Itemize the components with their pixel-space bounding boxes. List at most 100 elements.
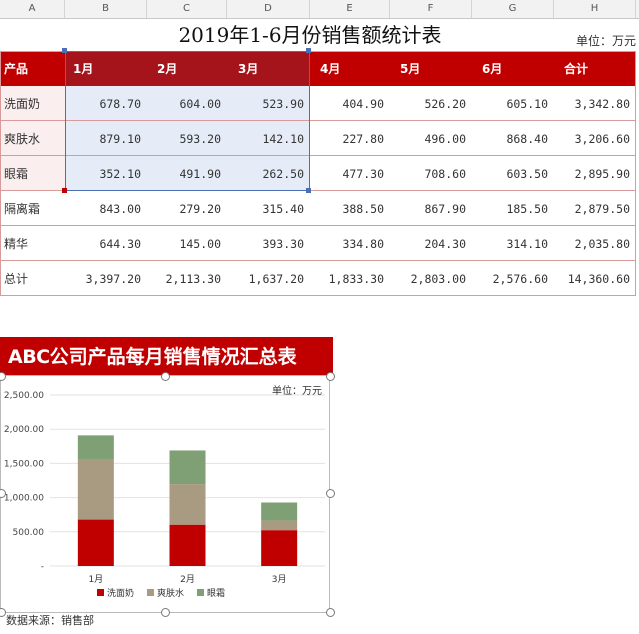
table-cell[interactable]: 2,879.50 xyxy=(574,201,630,216)
table-cell[interactable]: 145.00 xyxy=(179,236,221,251)
row-divider xyxy=(0,155,636,156)
table-cell[interactable]: 867.90 xyxy=(424,201,466,216)
column-header-h[interactable]: H xyxy=(554,0,636,18)
table-cell[interactable]: 142.10 xyxy=(227,121,310,156)
table-cell[interactable]: 603.50 xyxy=(506,166,548,181)
column-header-b[interactable]: B xyxy=(65,0,147,18)
table-cell[interactable]: 3,206.60 xyxy=(574,131,630,146)
table-cell[interactable]: 262.50 xyxy=(227,156,310,191)
row-label[interactable]: 眼霜 xyxy=(0,156,65,191)
table-row: 洗面奶 678.70 604.00 523.90 404.90 526.20 605.10 3… xyxy=(0,86,636,121)
header-product[interactable]: 产品 xyxy=(0,51,65,86)
chart-handle-bottom-right[interactable] xyxy=(326,608,335,617)
selection-handle-bottom-left[interactable] xyxy=(62,188,67,193)
table-cell[interactable]: 708.60 xyxy=(424,166,466,181)
selection-handle-top-right[interactable] xyxy=(306,48,311,53)
selection-handle-top-left[interactable] xyxy=(62,48,67,53)
table-cell[interactable]: 1,637.20 xyxy=(248,271,304,286)
chart-handle-top-mid[interactable] xyxy=(161,372,170,381)
chart-banner-text: 公司产品每月销售情况汇总表 xyxy=(49,346,297,368)
column-header-e[interactable]: E xyxy=(310,0,390,18)
header-month-3[interactable]: 3月 xyxy=(238,62,259,76)
legend-label: 洗面奶 xyxy=(107,587,134,599)
table-cell[interactable]: 2,035.80 xyxy=(574,236,630,251)
table-cell[interactable]: 314.10 xyxy=(506,236,548,251)
table-cell[interactable]: 204.30 xyxy=(424,236,466,251)
table-cell[interactable]: 496.00 xyxy=(424,131,466,146)
chart-handle-bottom-mid[interactable] xyxy=(161,608,170,617)
header-month-6[interactable]: 6月 xyxy=(472,51,554,86)
table-cell[interactable]: 843.00 xyxy=(99,201,141,216)
table-cell[interactable]: 2,576.60 xyxy=(492,271,548,286)
bar-segment xyxy=(261,502,298,521)
table-cell[interactable]: 644.30 xyxy=(99,236,141,251)
table-cell[interactable]: 1,833.30 xyxy=(328,271,384,286)
legend-swatch xyxy=(197,589,204,596)
legend-swatch xyxy=(147,589,154,596)
table-cell[interactable]: 14,360.60 xyxy=(567,271,630,286)
row-label[interactable]: 总计 xyxy=(4,272,29,286)
row-divider xyxy=(0,190,636,191)
table-cell[interactable]: 404.90 xyxy=(342,96,384,111)
row-label[interactable]: 洗面奶 xyxy=(0,86,65,121)
table-cell[interactable]: 491.90 xyxy=(147,156,227,191)
table-cell[interactable]: 279.20 xyxy=(179,201,221,216)
chart-handle-top-right[interactable] xyxy=(326,372,335,381)
chart-handle-mid-left[interactable] xyxy=(0,489,6,498)
table-cell[interactable]: 604.00 xyxy=(147,86,227,121)
legend-label: 眼霜 xyxy=(207,588,225,599)
table-cell[interactable]: 526.20 xyxy=(424,96,466,111)
header-month-5[interactable]: 5月 xyxy=(390,51,472,86)
column-header-a[interactable]: A xyxy=(0,0,65,18)
x-tick-label: 3月 xyxy=(272,574,287,585)
header-selected-block xyxy=(65,51,310,86)
table-cell[interactable]: 185.50 xyxy=(506,201,548,216)
table-row: 总计 3,397.20 2,113.30 1,637.20 1,833.30 2,803.… xyxy=(0,261,636,296)
table-cell[interactable]: 2,895.90 xyxy=(574,166,630,181)
table-cell[interactable]: 352.10 xyxy=(65,156,147,191)
chart-banner xyxy=(0,337,333,377)
bar-segment xyxy=(77,435,114,460)
y-tick-label: 500.00 xyxy=(13,528,45,538)
table-cell[interactable]: 334.80 xyxy=(342,236,384,251)
table-cell[interactable]: 3,397.20 xyxy=(85,271,141,286)
table-cell[interactable]: 2,803.00 xyxy=(410,271,466,286)
column-header-f[interactable]: F xyxy=(390,0,472,18)
table-cell[interactable]: 879.10 xyxy=(65,121,147,156)
chart-handle-bottom-left[interactable] xyxy=(0,608,6,617)
y-tick-label: 2,000.00 xyxy=(4,425,44,435)
table-cell[interactable]: 605.10 xyxy=(506,96,548,111)
header-month-1[interactable]: 1月 xyxy=(73,62,94,76)
chart-area[interactable] xyxy=(0,375,330,613)
table-cell[interactable]: 315.40 xyxy=(262,201,304,216)
stacked-bar-chart[interactable]: - 500.00 1,000.00 1,500.00 2,000.00 2,500.00 1… xyxy=(0,375,333,613)
table-cell[interactable]: 388.50 xyxy=(342,201,384,216)
column-header-g[interactable]: G xyxy=(472,0,554,18)
table-cell[interactable]: 2,113.30 xyxy=(165,271,221,286)
chart-handle-mid-right[interactable] xyxy=(326,489,335,498)
header-month-4[interactable]: 4月 xyxy=(310,51,390,86)
header-month-2[interactable]: 2月 xyxy=(157,62,178,76)
selection-range[interactable] xyxy=(65,51,310,191)
table-cell[interactable]: 477.30 xyxy=(342,166,384,181)
x-tick-label: 2月 xyxy=(180,574,195,585)
legend-swatch xyxy=(97,589,104,596)
header-total[interactable]: 合计 xyxy=(554,51,636,86)
table-cell[interactable]: 393.30 xyxy=(262,236,304,251)
chart-banner-title[interactable]: ABC公司产品每月销售情况汇总表 xyxy=(8,343,338,371)
table-cell[interactable]: 523.90 xyxy=(227,86,310,121)
table-cell[interactable]: 227.80 xyxy=(342,131,384,146)
row-label[interactable]: 爽肤水 xyxy=(0,121,65,156)
table-cell[interactable]: 868.40 xyxy=(506,131,548,146)
column-header-c[interactable]: C xyxy=(147,0,227,18)
column-header-d[interactable]: D xyxy=(227,0,310,18)
chart-handle-top-left[interactable] xyxy=(0,372,6,381)
row-label[interactable]: 隔离霜 xyxy=(4,202,41,216)
row-label[interactable]: 精华 xyxy=(4,237,29,251)
table-cell[interactable]: 3,342.80 xyxy=(574,96,630,111)
sheet-title[interactable]: 2019年1-6月份销售额统计表 xyxy=(178,23,442,47)
table-cell[interactable]: 678.70 xyxy=(65,86,147,121)
sheet-unit[interactable]: 单位：万元 xyxy=(575,34,636,48)
selection-handle-bottom-right[interactable] xyxy=(306,188,311,193)
table-cell[interactable]: 593.20 xyxy=(147,121,227,156)
